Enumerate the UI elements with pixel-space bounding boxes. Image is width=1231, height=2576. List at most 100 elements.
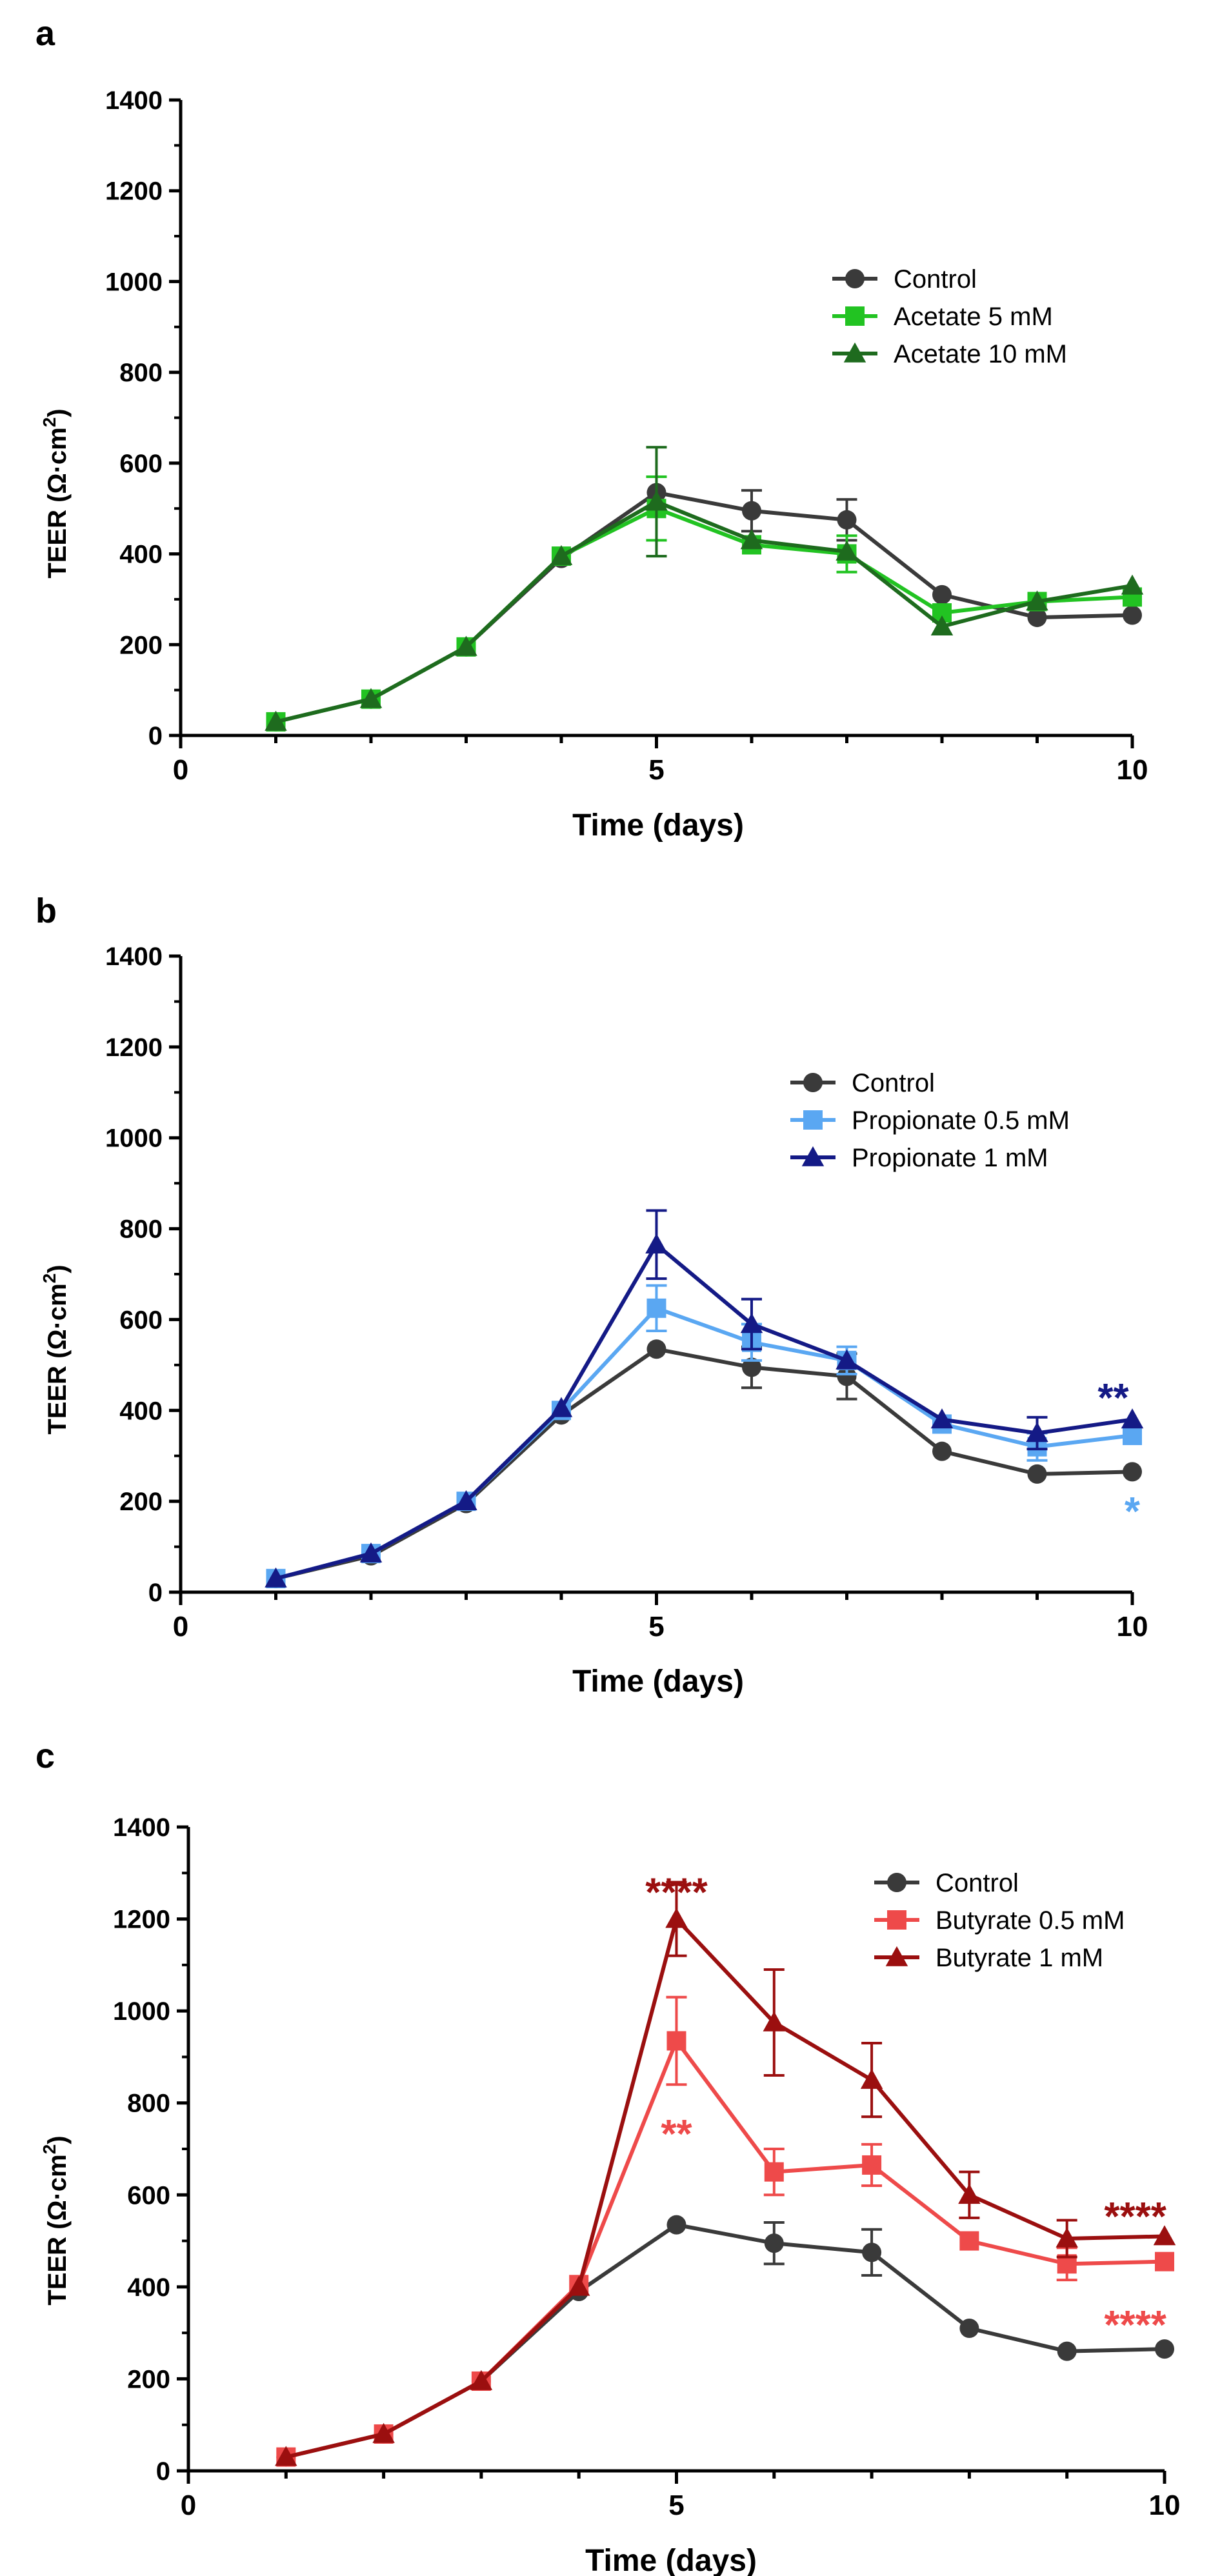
data-point [666, 2215, 686, 2235]
legend-marker [885, 1946, 908, 1966]
data-point [1026, 1422, 1048, 1443]
data-point [1027, 608, 1047, 628]
data-point [860, 2068, 883, 2089]
x-tick-label: 10 [1149, 2490, 1181, 2521]
data-point [740, 529, 763, 550]
legend-label: Control [852, 1069, 935, 1097]
data-point [742, 501, 761, 521]
data-point [742, 1357, 761, 1377]
y-tick-label: 1200 [105, 1033, 163, 1062]
legend-label: Propionate 0.5 mM [852, 1106, 1070, 1135]
panel-a: a TEER (Ω·cm2) Time (days) 0 200 400 600 800… [35, 14, 1148, 843]
data-point [932, 1441, 952, 1461]
panel-b: b TEER (Ω·cm2) Time (days) 0 200 400 600 800… [35, 892, 1148, 1699]
y-tick-label: 600 [127, 2181, 170, 2210]
y-tick-label: 1400 [113, 1813, 170, 1842]
legend: Control Butyrate 0.5 mM Butyrate 1 mM [874, 1869, 1125, 1972]
data-point [930, 1408, 954, 1429]
x-tick-label: 0 [173, 754, 188, 786]
data-point [1027, 1464, 1047, 1484]
y-tick-label: 1000 [105, 1124, 163, 1153]
series-acetate-10-mm [265, 446, 1144, 731]
y-tick-label: 400 [119, 1397, 163, 1425]
panel-letter: a [35, 14, 55, 53]
legend-label: Propionate 1 mM [852, 1144, 1048, 1172]
data-point [470, 2370, 493, 2390]
x-tick-label: 10 [1117, 754, 1148, 786]
series-butyrate-1-mm [275, 1881, 1176, 2466]
data-point [275, 2446, 297, 2466]
y-axis-label: TEER (Ω·cm2) [39, 2135, 72, 2305]
panel-letter: b [35, 892, 57, 930]
y-tick-label: 800 [119, 1215, 163, 1244]
series-line [275, 1347, 1133, 1581]
x-tick-label: 5 [648, 754, 664, 786]
legend-marker [887, 1910, 906, 1930]
data-point [763, 2011, 786, 2032]
data-point [1121, 574, 1144, 595]
y-tick-label: 600 [119, 1306, 163, 1334]
data-point [646, 1298, 666, 1318]
data-point [550, 1397, 573, 1417]
legend-marker [803, 1073, 823, 1092]
legend-marker [887, 1873, 906, 1892]
data-point [646, 1339, 666, 1359]
series-propionate-1-mm [265, 1209, 1144, 1588]
data-point [930, 615, 954, 635]
data-point [1123, 1426, 1142, 1446]
y-tick-label: 0 [148, 1579, 163, 1607]
x-axis-label: Time (days) [572, 808, 744, 843]
data-point [359, 1542, 383, 1563]
significance-label: ** [1097, 1376, 1129, 1421]
data-point [764, 2233, 784, 2253]
legend-label: Acetate 5 mM [894, 303, 1053, 331]
y-tick-label: 0 [156, 2457, 170, 2486]
data-point [1057, 2341, 1077, 2361]
data-point [550, 544, 573, 565]
data-point [959, 2231, 979, 2251]
data-point [740, 1313, 763, 1333]
y-tick-label: 200 [119, 1488, 163, 1516]
y-tick-label: 1400 [105, 943, 163, 971]
significance-label: ** [661, 2112, 692, 2157]
data-point [645, 490, 668, 511]
data-point [455, 1490, 477, 1510]
x-tick-label: 10 [1117, 1611, 1148, 1642]
data-point [837, 510, 857, 530]
data-point [1123, 1462, 1142, 1482]
legend: Control Acetate 5 mM Acetate 10 mM [832, 265, 1067, 368]
data-point [1123, 605, 1142, 625]
legend-label: Butyrate 1 mM [936, 1944, 1103, 1972]
significance-label: **** [1104, 2195, 1166, 2239]
data-point [665, 1908, 688, 1928]
data-point [862, 2155, 882, 2175]
legend-label: Control [894, 265, 977, 294]
data-point [1121, 1408, 1144, 1429]
data-point [862, 2242, 882, 2262]
data-point [645, 1233, 668, 1254]
data-point [958, 2184, 981, 2204]
x-tick-label: 5 [668, 2490, 684, 2521]
data-point [1153, 2225, 1176, 2246]
data-point [1056, 2227, 1078, 2248]
data-point [932, 584, 952, 604]
data-point [837, 1366, 857, 1386]
y-axis-label: TEER (Ω·cm2) [39, 1264, 72, 1434]
legend-marker [801, 1146, 825, 1166]
data-point [836, 540, 858, 561]
legend-label: Butyrate 0.5 mM [936, 1906, 1125, 1935]
panel-c: c TEER (Ω·cm2) Time (days) 0 200 400 600 800… [35, 1737, 1180, 2576]
y-tick-label: 1000 [113, 1997, 170, 2026]
x-axis-label: Time (days) [572, 1664, 744, 1699]
significance-label: **** [645, 1871, 708, 1915]
data-point [265, 1567, 287, 1588]
y-tick-label: 400 [119, 541, 163, 569]
significance-label: **** [1104, 2303, 1166, 2348]
x-tick-label: 0 [181, 2490, 196, 2521]
data-point [836, 1349, 858, 1370]
series-line [275, 499, 1133, 724]
x-axis-label: Time (days) [585, 2544, 757, 2576]
y-tick-label: 800 [127, 2090, 170, 2118]
legend-marker [803, 1110, 823, 1130]
